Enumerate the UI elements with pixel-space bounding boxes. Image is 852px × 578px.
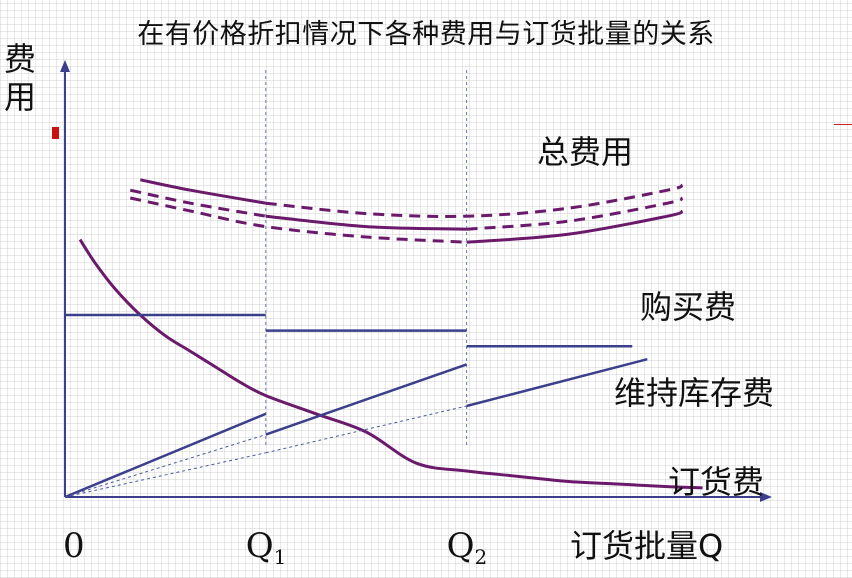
total-cost-curve [466, 209, 684, 244]
y-axis-label: 费用 [4, 40, 38, 116]
total-cost-curve [129, 196, 467, 244]
axes [60, 60, 772, 502]
holding-cost-reference-line [64, 434, 266, 498]
total-cost-curve [265, 214, 467, 231]
total-cost-label: 总费用 [537, 133, 633, 171]
slide-accent-bar [52, 127, 59, 139]
holding-cost-label: 维持库存费 [614, 374, 774, 412]
total-cost-curve [265, 183, 684, 218]
ordering-cost-curve [78, 238, 703, 490]
holding-cost-line [265, 363, 468, 436]
holding-cost-reference-line [64, 452, 266, 498]
total-cost-curve [129, 188, 267, 218]
holding-cost-line [64, 412, 267, 499]
x-axis-label: 订货批量Q [570, 527, 723, 565]
ordering-cost-label: 订货费 [668, 463, 764, 501]
y-axis-arrow [60, 60, 70, 72]
chart-title: 在有价格折扣情况下各种费用与订货批量的关系 [137, 19, 715, 50]
x-tick-label: 0 [63, 526, 85, 566]
holding-cost-reference-line [265, 405, 467, 454]
y-axis-label-char: 用 [4, 78, 37, 116]
holding-cost-line [466, 357, 648, 408]
total-cost-curve [139, 178, 267, 205]
slide-accent-dash [834, 124, 852, 125]
y-axis-label-char: 费 [4, 40, 37, 78]
x-tick-label: Q1 [246, 526, 287, 569]
purchase-cost-label: 购买费 [640, 288, 736, 326]
x-axis-arrow [760, 492, 772, 502]
x-tick-label: Q2 [447, 526, 488, 569]
chart-marks [64, 178, 703, 499]
total-cost-curve [466, 196, 684, 231]
